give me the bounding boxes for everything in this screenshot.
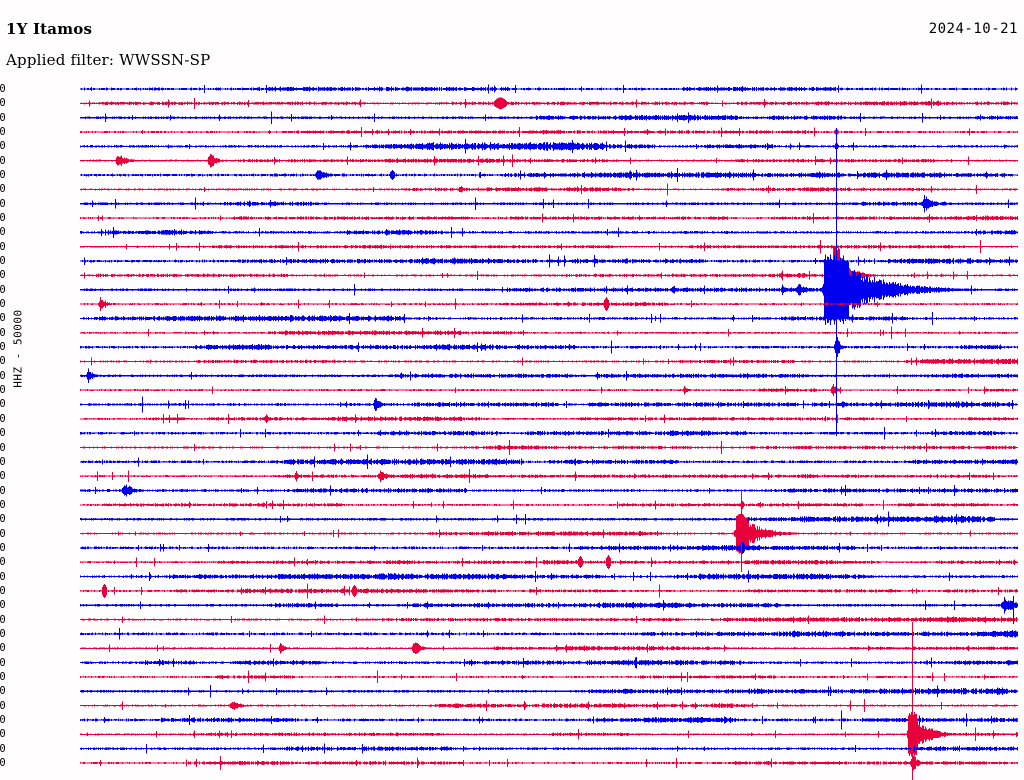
helicorder-plot: 00:00 00:3001:00 01:3002:0002:30 03:0003:30… bbox=[0, 78, 1024, 778]
time-tick-label: 07:30 bbox=[0, 298, 6, 311]
time-tick-label: 03:30 bbox=[0, 183, 6, 196]
time-tick-label: 11:30 bbox=[0, 412, 6, 425]
time-tick-label: 10:00 bbox=[0, 369, 6, 382]
time-tick-label: 00:00 bbox=[0, 83, 6, 95]
time-tick-label: 22:00 bbox=[0, 713, 6, 726]
time-tick-label: 22:30 bbox=[0, 728, 6, 741]
time-tick-label: 21:30 bbox=[0, 699, 6, 712]
time-tick-label: 23:00 bbox=[0, 742, 6, 755]
time-tick-label: 08:00 bbox=[0, 312, 6, 325]
time-tick-label: 17:30 bbox=[0, 584, 6, 597]
time-tick-label: 11:00 bbox=[0, 398, 6, 411]
time-tick-label: 14:30 bbox=[0, 498, 6, 511]
time-tick-label: 04:00 bbox=[0, 197, 6, 210]
time-tick-label: 13:30 bbox=[0, 470, 6, 483]
applied-filter-label: Applied filter: WWSSN-SP bbox=[6, 51, 211, 69]
time-tick-label: 16:00 bbox=[0, 541, 6, 554]
time-tick-label: 06:30 bbox=[0, 269, 6, 282]
time-tick-label: 02:30 bbox=[0, 154, 6, 167]
record-date: 2024-10-21 bbox=[928, 21, 1018, 37]
time-tick-label: 07:00 bbox=[0, 283, 6, 296]
time-tick-label: 05:30 bbox=[0, 240, 6, 253]
time-tick-label: 09:30 bbox=[0, 355, 6, 368]
time-tick-label: 06:00 bbox=[0, 255, 6, 268]
time-tick-label: 03:00 bbox=[0, 169, 6, 182]
page-title: 1Y Itamos bbox=[6, 20, 93, 38]
time-tick-label: 18:00 bbox=[0, 599, 6, 612]
time-tick-label: 08:30 bbox=[0, 326, 6, 339]
time-tick-label: 09:00 bbox=[0, 341, 6, 354]
time-tick-label: 10:30 bbox=[0, 384, 6, 397]
time-tick-label: 05:00 bbox=[0, 226, 6, 239]
time-tick-label: 01:00 bbox=[0, 111, 6, 124]
time-tick-label: 04:30 bbox=[0, 212, 6, 225]
time-tick-label: 18:30 bbox=[0, 613, 6, 626]
time-tick-label: 13:00 bbox=[0, 455, 6, 468]
time-tick-label: 12:30 bbox=[0, 441, 6, 454]
time-tick-label: 16:30 bbox=[0, 556, 6, 569]
time-tick-label: 21:00 bbox=[0, 685, 6, 698]
time-tick-label: 01:30 bbox=[0, 126, 6, 139]
time-tick-label: 12:00 bbox=[0, 427, 6, 440]
time-tick-label: 19:00 bbox=[0, 627, 6, 640]
time-tick-label: 20:00 bbox=[0, 656, 6, 669]
time-tick-label: 00:30 bbox=[0, 97, 6, 110]
time-tick-label: 20:30 bbox=[0, 670, 6, 683]
time-tick-label: 23:30 bbox=[0, 756, 6, 769]
time-tick-label: 02:00 bbox=[0, 140, 6, 153]
time-tick-label: 19:30 bbox=[0, 642, 6, 655]
time-tick-label: 15:00 bbox=[0, 513, 6, 526]
time-tick-label: 14:00 bbox=[0, 484, 6, 497]
time-tick-label: 17:00 bbox=[0, 570, 6, 583]
time-tick-label: 15:30 bbox=[0, 527, 6, 540]
